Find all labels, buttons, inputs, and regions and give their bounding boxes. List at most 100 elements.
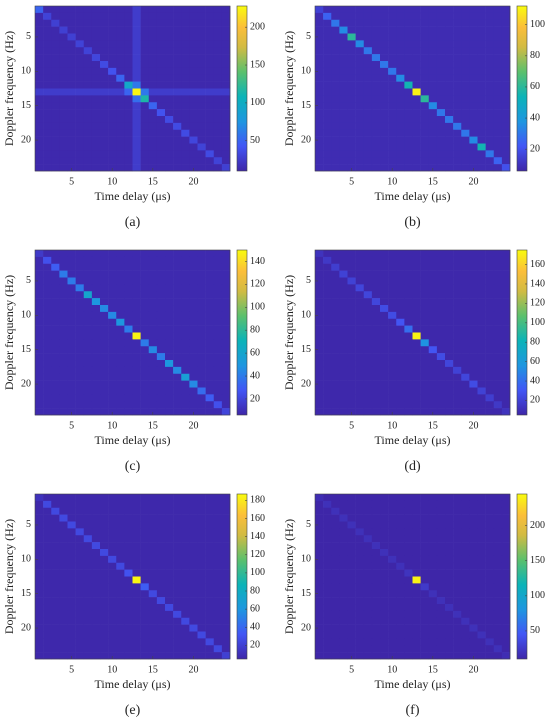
cell bbox=[205, 549, 215, 557]
cell bbox=[165, 332, 174, 340]
cell bbox=[315, 631, 324, 639]
cell bbox=[493, 604, 503, 612]
cell bbox=[173, 500, 182, 509]
cell bbox=[165, 88, 174, 96]
cell bbox=[173, 401, 182, 409]
cell bbox=[83, 54, 93, 62]
cell bbox=[501, 583, 511, 591]
cell bbox=[315, 597, 324, 605]
x-tick-label: 5 bbox=[349, 176, 354, 187]
cell bbox=[339, 6, 348, 14]
cell bbox=[477, 604, 486, 612]
cell bbox=[221, 277, 231, 285]
cell bbox=[221, 102, 231, 110]
cell bbox=[380, 270, 389, 278]
cell bbox=[323, 95, 332, 103]
cell bbox=[371, 583, 381, 591]
cell bbox=[51, 26, 60, 34]
cell bbox=[132, 604, 141, 612]
cell bbox=[181, 88, 190, 96]
cell bbox=[213, 318, 223, 326]
cell bbox=[221, 387, 231, 395]
cell bbox=[371, 562, 381, 570]
cell bbox=[347, 562, 356, 570]
cell bbox=[148, 109, 158, 117]
cell bbox=[371, 6, 381, 14]
cell bbox=[501, 150, 511, 158]
cell bbox=[124, 12, 133, 21]
cell bbox=[371, 284, 381, 292]
cell bbox=[43, 81, 52, 89]
cell bbox=[205, 617, 215, 625]
cell bbox=[165, 638, 174, 646]
cell bbox=[363, 270, 373, 278]
cell bbox=[67, 67, 76, 76]
cell bbox=[315, 569, 324, 577]
cell bbox=[461, 102, 470, 110]
cell bbox=[477, 562, 486, 570]
cell bbox=[331, 521, 340, 529]
cell bbox=[181, 507, 190, 515]
cell bbox=[156, 311, 166, 320]
cell bbox=[355, 270, 365, 278]
cell bbox=[380, 143, 389, 151]
cell bbox=[221, 61, 231, 69]
cell bbox=[388, 40, 397, 48]
cell bbox=[100, 305, 109, 313]
cell bbox=[331, 576, 340, 584]
cell bbox=[339, 150, 348, 158]
cell bbox=[181, 332, 190, 340]
cell bbox=[213, 116, 223, 124]
cell bbox=[347, 535, 356, 543]
cell bbox=[35, 325, 44, 333]
cell bbox=[189, 535, 198, 543]
cell bbox=[315, 318, 324, 326]
cell bbox=[140, 360, 150, 368]
cell bbox=[100, 270, 109, 278]
cell bbox=[173, 109, 182, 117]
cell bbox=[75, 263, 85, 271]
cell bbox=[51, 394, 60, 402]
cell bbox=[189, 360, 198, 368]
cell bbox=[501, 394, 511, 402]
cell bbox=[35, 277, 44, 285]
cell bbox=[453, 47, 462, 55]
plot-frame bbox=[314, 249, 511, 416]
cell bbox=[197, 535, 206, 543]
cell bbox=[75, 61, 85, 69]
cell bbox=[396, 270, 405, 278]
cell bbox=[205, 250, 215, 258]
cell bbox=[59, 387, 68, 395]
cell bbox=[445, 360, 454, 368]
cell bbox=[197, 305, 206, 313]
cell bbox=[339, 604, 348, 612]
cell bbox=[213, 535, 223, 543]
cell bbox=[108, 277, 117, 285]
cell bbox=[59, 33, 68, 41]
cell bbox=[436, 401, 446, 409]
cell bbox=[453, 250, 462, 258]
cell bbox=[132, 54, 141, 62]
cell bbox=[75, 562, 85, 570]
cell bbox=[108, 74, 117, 82]
cell bbox=[124, 366, 133, 375]
cell bbox=[83, 12, 93, 21]
cell bbox=[445, 373, 454, 381]
cell bbox=[156, 54, 166, 62]
cell bbox=[205, 102, 215, 110]
cell bbox=[331, 298, 340, 306]
cell bbox=[108, 263, 117, 271]
cell bbox=[331, 47, 340, 55]
cell bbox=[388, 74, 397, 82]
cell bbox=[156, 12, 166, 21]
cell bbox=[124, 150, 133, 158]
cell bbox=[493, 514, 503, 522]
cell bbox=[355, 583, 365, 591]
cell bbox=[51, 109, 60, 117]
cell bbox=[428, 122, 438, 131]
cell bbox=[501, 325, 511, 333]
cell bbox=[43, 507, 52, 515]
cell bbox=[197, 555, 206, 564]
cell bbox=[485, 366, 495, 375]
cell bbox=[453, 610, 462, 619]
